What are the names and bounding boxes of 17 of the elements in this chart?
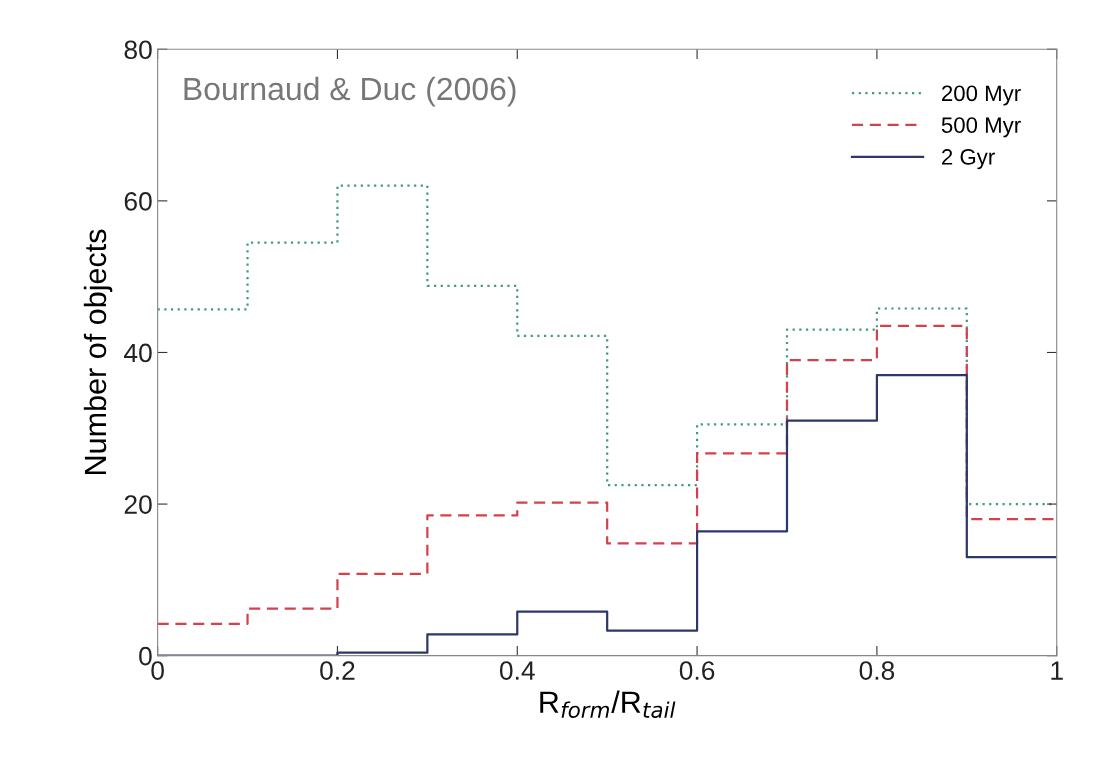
y-tick-label: 40: [124, 343, 152, 363]
legend-label: 500 Myr: [941, 117, 1021, 138]
x-tick-label: 0.6: [679, 661, 715, 680]
y-tick-label: 20: [124, 495, 152, 514]
x-axis-title: R$_{form}$/R$_{tail}$: [540, 690, 676, 718]
legend-label: 2 Gyr: [942, 149, 995, 170]
x-tick-label: 1: [1051, 661, 1063, 680]
y-tick-label: 0: [139, 646, 152, 666]
legend-label: 200 Myr: [942, 85, 1021, 106]
y-axis-title: Number of objects: [83, 229, 113, 474]
y-tick-label: 80: [124, 40, 152, 60]
x-tick-label: 0.2: [320, 661, 355, 680]
x-tick-label: 0: [151, 661, 164, 680]
annotation: Bournaud & Duc (2006): [184, 76, 516, 107]
x-tick-label: 0.4: [499, 661, 535, 680]
y-tick-label: 60: [124, 192, 152, 211]
x-tick-label: 0.8: [859, 661, 895, 680]
